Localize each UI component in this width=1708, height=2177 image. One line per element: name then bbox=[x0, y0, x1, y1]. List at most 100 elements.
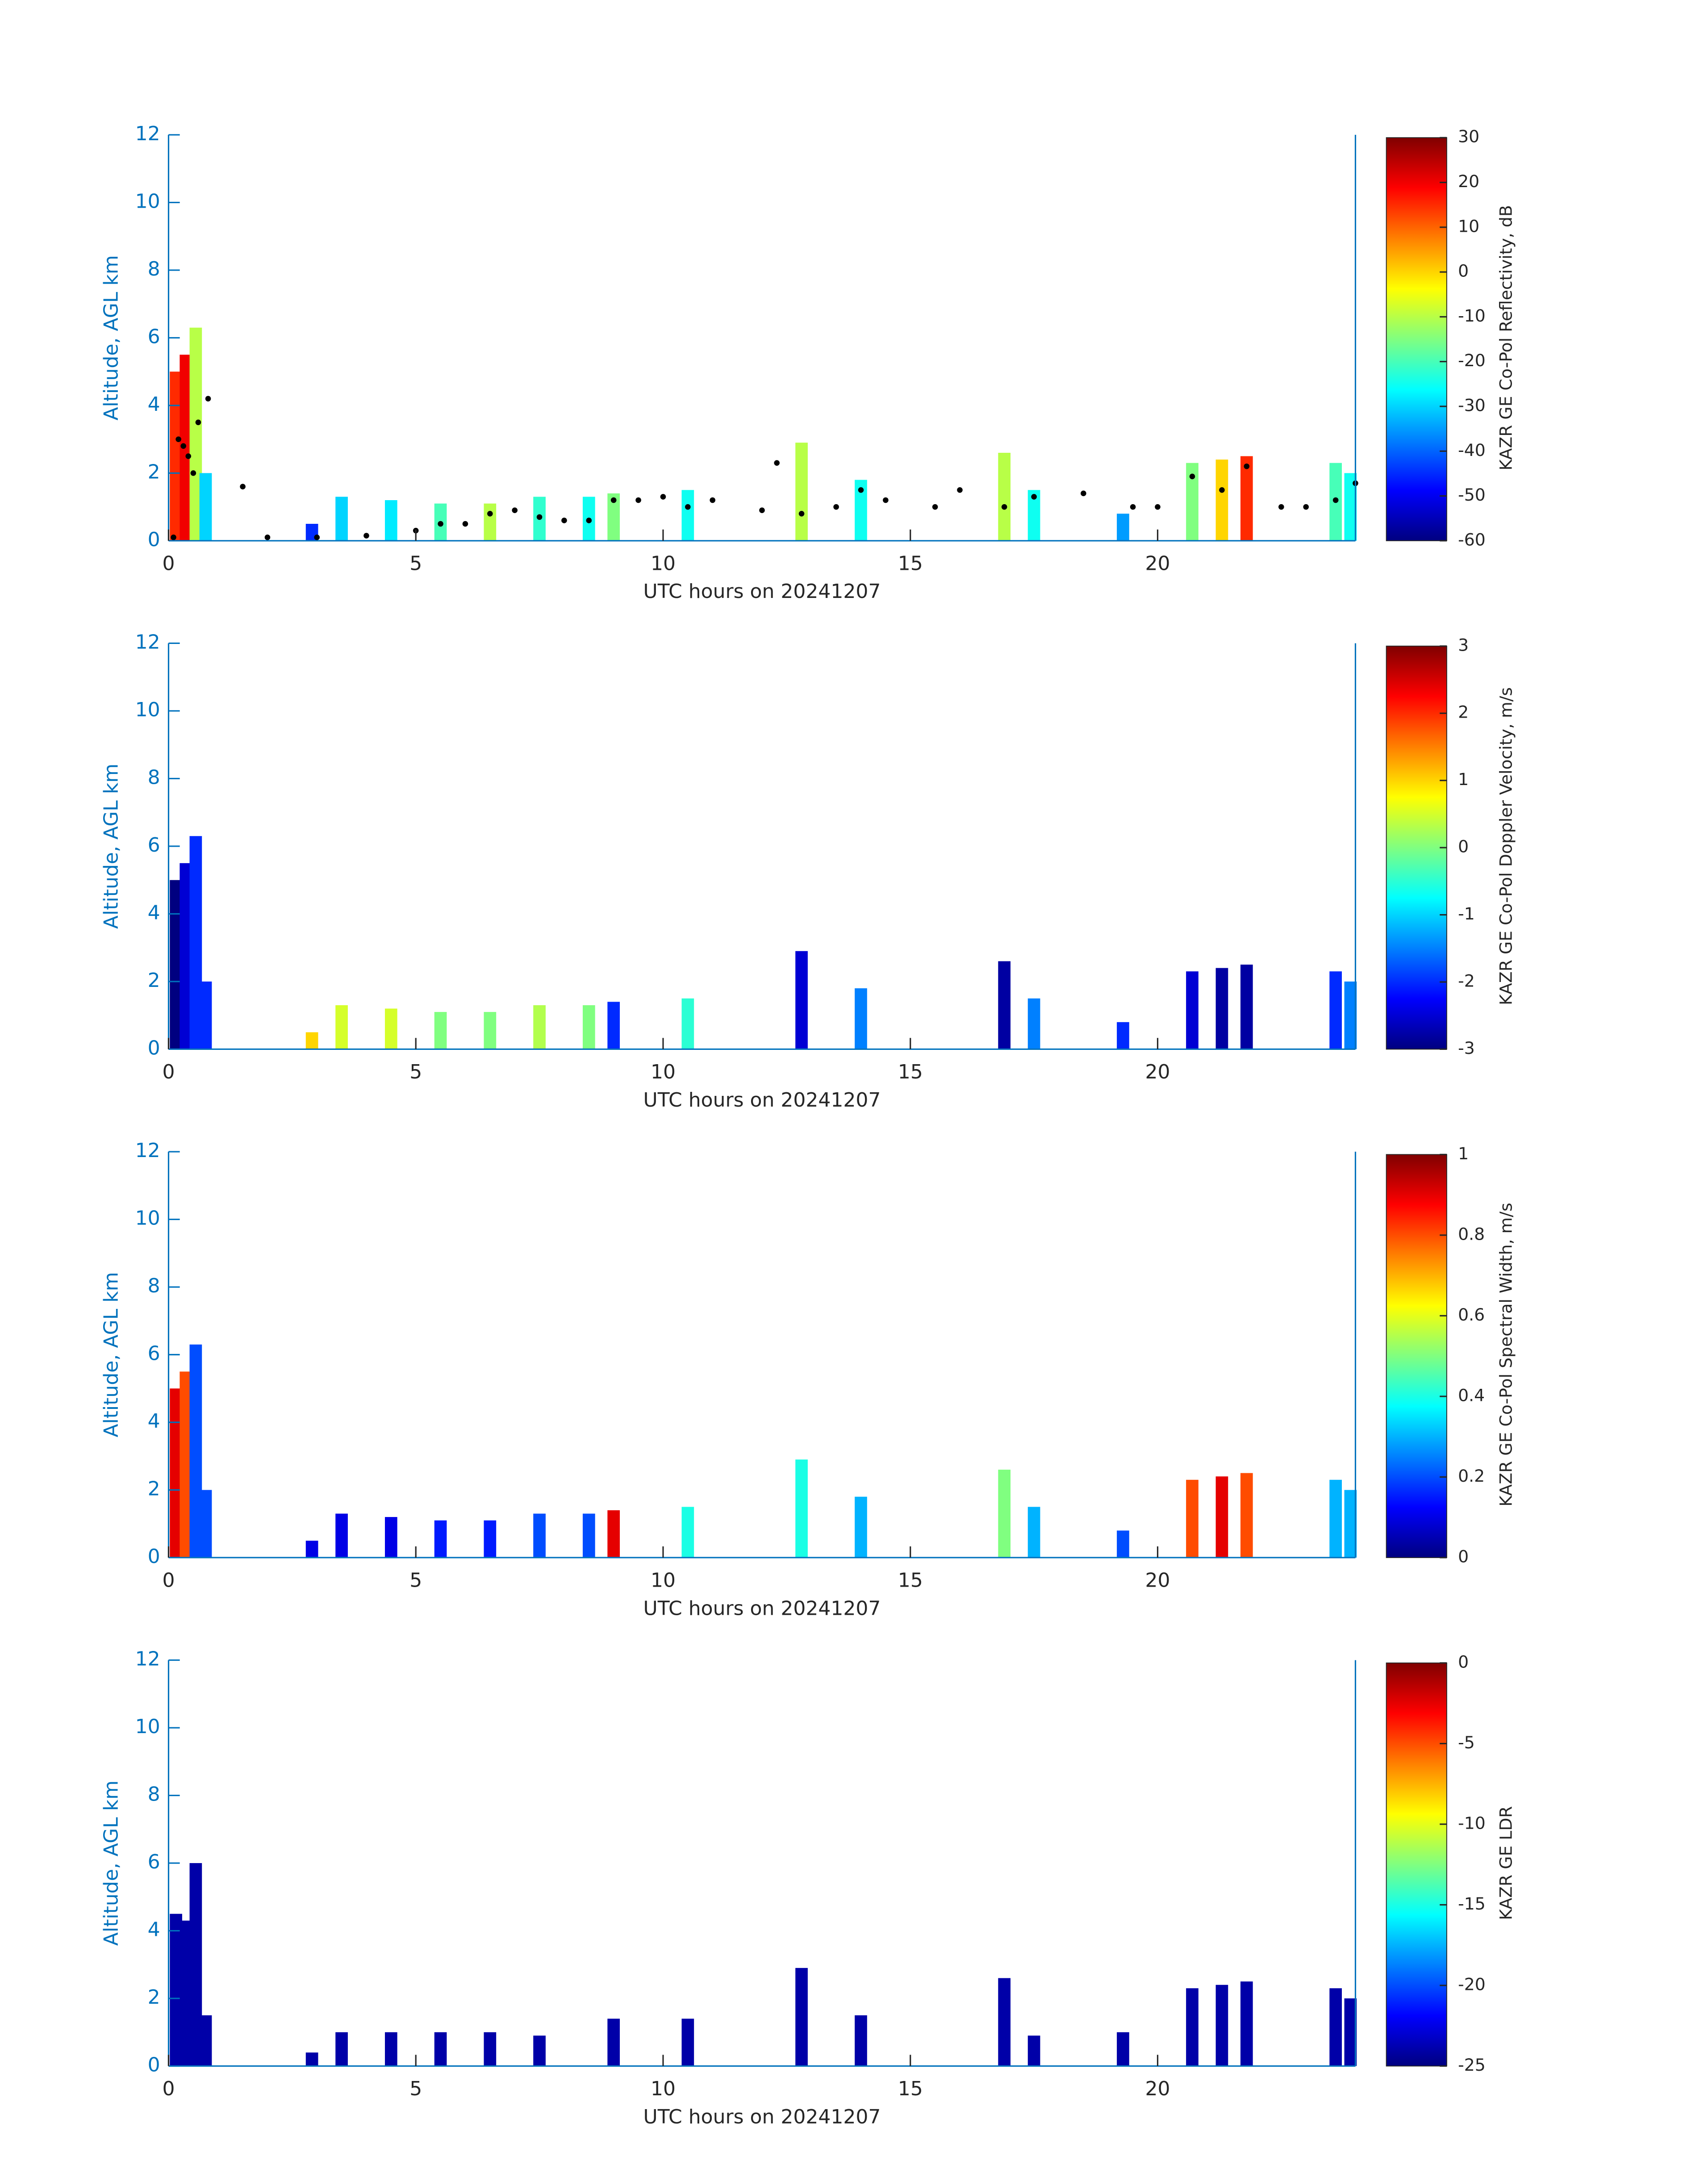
cloud-base-marker bbox=[171, 535, 176, 540]
echo-column bbox=[1329, 1988, 1342, 2066]
echo-column bbox=[1215, 1985, 1228, 2066]
y-tick-label: 12 bbox=[135, 631, 160, 653]
colorbar-tick-label: 0 bbox=[1458, 837, 1469, 857]
colorbar-tick-label: 2 bbox=[1458, 702, 1469, 722]
cloud-base-marker bbox=[833, 504, 839, 510]
echo-column bbox=[582, 1513, 595, 1558]
x-tick-label: 0 bbox=[162, 552, 175, 575]
cloud-base-marker bbox=[462, 521, 468, 527]
echo-column bbox=[1186, 1988, 1199, 2066]
y-tick-label: 2 bbox=[148, 1986, 160, 2009]
cloud-base-marker bbox=[240, 484, 246, 489]
echo-column bbox=[199, 981, 212, 1049]
echo-column bbox=[1215, 1476, 1228, 1558]
cloud-base-marker bbox=[1155, 504, 1161, 510]
y-axis-label: Altitude, AGL km bbox=[100, 1780, 123, 1946]
colorbar-tick-label: 20 bbox=[1458, 171, 1479, 191]
colorbar-tick-label: -15 bbox=[1458, 1894, 1486, 1914]
colorbar-tick-label: 0.8 bbox=[1458, 1224, 1485, 1244]
colorbar-tick-label: 30 bbox=[1458, 127, 1479, 146]
x-tick-label: 10 bbox=[651, 2077, 676, 2100]
cloud-base-marker bbox=[1081, 490, 1086, 497]
colorbar-tick-label: -20 bbox=[1458, 1975, 1486, 1994]
colorbar-tick-label: -40 bbox=[1458, 440, 1486, 460]
y-axis-label: Altitude, AGL km bbox=[100, 255, 123, 420]
y-tick-label: 4 bbox=[148, 1410, 160, 1433]
y-tick-label: 0 bbox=[148, 528, 160, 551]
cloud-base-marker bbox=[710, 497, 716, 503]
cloud-base-marker bbox=[175, 436, 181, 442]
echo-column bbox=[998, 1978, 1011, 2066]
cloud-base-marker bbox=[561, 518, 567, 523]
echo-column bbox=[1027, 2035, 1040, 2066]
echo-column bbox=[384, 1008, 397, 1049]
echo-column bbox=[1186, 971, 1199, 1049]
x-tick-label: 5 bbox=[409, 1569, 422, 1592]
y-tick-label: 0 bbox=[148, 1036, 160, 1059]
y-tick-label: 10 bbox=[135, 698, 160, 721]
echo-column bbox=[1329, 1479, 1342, 1558]
echo-column bbox=[384, 1517, 397, 1558]
colorbar bbox=[1386, 645, 1447, 1050]
echo-column bbox=[335, 1005, 348, 1049]
colorbar-tick-label: 0 bbox=[1458, 1546, 1469, 1566]
colorbar-tick-label: -20 bbox=[1458, 351, 1486, 370]
x-tick-label: 15 bbox=[898, 2077, 923, 2100]
colorbar-tick-label: 0.2 bbox=[1458, 1466, 1485, 1486]
x-tick-label: 0 bbox=[162, 1569, 175, 1592]
x-tick-label: 10 bbox=[651, 552, 676, 575]
echo-column bbox=[681, 998, 694, 1049]
echo-column bbox=[1027, 1507, 1040, 1558]
x-axis-label: UTC hours on 20241207 bbox=[643, 1597, 881, 1620]
echo-column bbox=[484, 1520, 497, 1558]
y-tick-label: 0 bbox=[148, 1545, 160, 1568]
echo-column bbox=[1344, 1998, 1357, 2066]
colorbar-tick-label: 0.4 bbox=[1458, 1385, 1485, 1405]
x-tick-label: 15 bbox=[898, 552, 923, 575]
y-tick-label: 2 bbox=[148, 1477, 160, 1500]
echo-column bbox=[855, 1496, 867, 1558]
colorbar-tick-label: 3 bbox=[1458, 635, 1469, 655]
colorbar-tick-label: 0 bbox=[1458, 261, 1469, 281]
cloud-base-marker bbox=[957, 487, 963, 493]
colorbar-tick-label: -25 bbox=[1458, 2055, 1486, 2075]
echo-column bbox=[1117, 1530, 1129, 1558]
echo-column bbox=[484, 503, 497, 541]
y-axis-label: Altitude, AGL km bbox=[100, 764, 123, 929]
echo-column bbox=[533, 1005, 546, 1049]
x-axis-label: UTC hours on 20241207 bbox=[643, 580, 881, 603]
cloud-base-marker bbox=[1278, 504, 1284, 510]
echo-column bbox=[795, 443, 808, 541]
colorbar-tick-label: -10 bbox=[1458, 1813, 1486, 1833]
echo-column bbox=[1117, 514, 1129, 541]
cloud-base-marker bbox=[195, 419, 201, 426]
x-tick-label: 5 bbox=[409, 552, 422, 575]
y-tick-label: 8 bbox=[148, 1274, 160, 1297]
echo-column bbox=[434, 1012, 447, 1049]
colorbar-tick-label: 1 bbox=[1458, 769, 1469, 789]
echo-column bbox=[1240, 965, 1253, 1049]
echo-column bbox=[1344, 1490, 1357, 1558]
cloud-base-marker bbox=[487, 511, 493, 517]
cloud-base-marker bbox=[1303, 504, 1309, 510]
cloud-base-marker bbox=[512, 507, 518, 514]
cloud-base-marker bbox=[932, 504, 938, 510]
colorbar-label: KAZR GE Co-Pol Spectral Width, m/s bbox=[1496, 1203, 1516, 1506]
echo-column bbox=[434, 1520, 447, 1558]
x-axis-label: UTC hours on 20241207 bbox=[643, 1089, 881, 1111]
x-axis-label: UTC hours on 20241207 bbox=[643, 2106, 881, 2128]
echo-column bbox=[607, 2018, 620, 2066]
y-tick-label: 0 bbox=[148, 2054, 160, 2077]
cloud-base-marker bbox=[205, 396, 211, 402]
y-axis-label: Altitude, AGL km bbox=[100, 1272, 123, 1437]
cloud-base-marker bbox=[635, 497, 641, 503]
colorbar-label: KAZR GE Co-Pol Doppler Velocity, m/s bbox=[1496, 687, 1516, 1005]
cloud-base-marker bbox=[264, 535, 271, 540]
cloud-base-marker bbox=[858, 487, 864, 493]
colorbar-tick-label: 10 bbox=[1458, 216, 1479, 236]
cloud-base-marker bbox=[190, 470, 196, 476]
echo-column bbox=[681, 2018, 694, 2066]
colorbar-tick-label: -60 bbox=[1458, 530, 1486, 549]
